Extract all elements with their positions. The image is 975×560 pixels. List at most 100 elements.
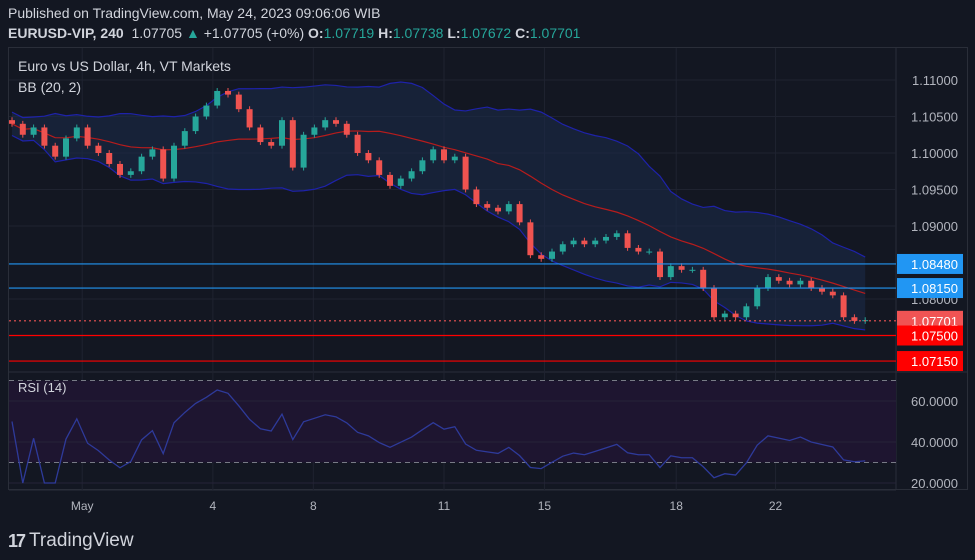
price-tick-label: 1.09500 xyxy=(911,183,958,198)
bb-lower-line xyxy=(11,134,866,331)
rsi-legend[interactable]: RSI (14) xyxy=(18,380,67,395)
candle-body xyxy=(235,94,242,110)
candle-body xyxy=(322,120,329,128)
candle-body xyxy=(829,291,836,296)
candle-body xyxy=(851,317,858,321)
candle-body xyxy=(808,280,815,289)
candle-body xyxy=(408,171,415,179)
candle-body xyxy=(819,288,825,292)
candle-body xyxy=(268,142,275,146)
symbol[interactable]: EURUSD-VIP, 240 xyxy=(8,25,124,41)
candle-body xyxy=(19,123,26,135)
candle-body xyxy=(149,149,156,157)
candle-body xyxy=(765,277,771,289)
candle-body xyxy=(397,178,404,186)
price-level-label: 1.08480 xyxy=(911,257,958,272)
open-value: 1.07719 xyxy=(323,25,375,41)
candle-body xyxy=(376,160,383,175)
rsi-tick-label: 20.0000 xyxy=(911,476,958,491)
price-tick-label: 1.09000 xyxy=(911,219,958,234)
triangle-up-icon: ▲ xyxy=(185,25,200,41)
price-change: +1.07705 (+0%) xyxy=(203,25,305,41)
price-level-label: 1.07701 xyxy=(911,314,958,329)
candle-body xyxy=(354,134,361,153)
candle-body xyxy=(840,295,847,318)
rsi-tick-label: 40.0000 xyxy=(911,435,958,450)
candle-body xyxy=(462,156,469,190)
candle-body xyxy=(106,153,113,164)
candle-body xyxy=(192,116,199,132)
bb-upper-line xyxy=(11,81,866,258)
bb-basis-line xyxy=(11,123,866,295)
last-price: 1.07705 xyxy=(131,25,183,41)
candle-body xyxy=(117,163,123,175)
rsi-tick-label: 60.0000 xyxy=(911,394,958,409)
time-tick-label: 15 xyxy=(538,499,552,513)
candle-body xyxy=(570,240,577,245)
price-level-badge xyxy=(897,325,963,346)
price-level-badge xyxy=(897,351,963,372)
candle-body xyxy=(646,251,653,253)
candle-body xyxy=(678,266,685,270)
published-info: Published on TradingView.com, May 24, 20… xyxy=(8,5,381,21)
candle-body xyxy=(743,306,750,318)
price-level-badge xyxy=(897,253,963,274)
low-label: L: xyxy=(447,25,461,41)
candle-body xyxy=(257,127,264,143)
candle-body xyxy=(246,109,253,128)
candle-body xyxy=(559,244,566,252)
candle-body xyxy=(300,134,307,168)
tradingview-logo[interactable]: 17 TradingView xyxy=(8,530,134,552)
time-tick-label: 18 xyxy=(670,499,684,513)
time-tick-label: 8 xyxy=(310,499,317,513)
candle-body xyxy=(613,233,620,237)
logo-text: TradingView xyxy=(29,530,134,551)
candle-body xyxy=(635,247,642,252)
candle-body xyxy=(538,255,545,259)
candle-body xyxy=(311,127,318,135)
time-tick-label: May xyxy=(71,499,94,513)
candle-body xyxy=(689,269,696,271)
close-value: 1.07701 xyxy=(529,25,581,41)
price-level-label: 1.08150 xyxy=(911,281,958,296)
candle-body xyxy=(214,90,221,106)
candle-body xyxy=(721,313,728,318)
symbol-info: EURUSD-VIP, 240 1.07705 ▲ +1.07705 (+0%)… xyxy=(8,25,580,41)
candle-body xyxy=(505,204,512,212)
tradingview-logo-icon: 17 xyxy=(8,530,26,551)
candle-body xyxy=(52,145,59,157)
candle-body xyxy=(289,120,296,168)
bb-legend[interactable]: BB (20, 2) xyxy=(18,79,82,95)
candle-body xyxy=(549,251,555,259)
bb-fill xyxy=(12,82,866,330)
candle-body xyxy=(333,120,339,124)
candle-body xyxy=(279,120,285,146)
candle-body xyxy=(516,204,523,223)
candle-body xyxy=(786,280,793,285)
candle-body xyxy=(754,288,761,307)
candle-body xyxy=(203,105,210,117)
candle-body xyxy=(95,145,102,153)
candle-body xyxy=(732,313,739,318)
candle-body xyxy=(430,149,437,161)
candle-body xyxy=(441,149,447,161)
price-tick-label: 1.10500 xyxy=(911,110,958,125)
time-tick-label: 11 xyxy=(438,499,451,513)
candle-body xyxy=(603,236,609,241)
candle-body xyxy=(160,149,167,179)
candle-body xyxy=(127,171,134,175)
high-value: 1.07738 xyxy=(392,25,444,41)
candle-body xyxy=(667,266,674,278)
candle-body xyxy=(592,240,599,245)
price-level-label: 1.07150 xyxy=(911,354,958,369)
candle-body xyxy=(365,153,372,161)
candle-body xyxy=(797,280,804,285)
candle-body xyxy=(473,189,480,205)
rsi-line xyxy=(11,389,866,484)
candle-body xyxy=(63,138,69,157)
candle-body xyxy=(700,269,707,289)
price-level-label: 1.07500 xyxy=(911,329,958,344)
candle-body xyxy=(419,160,426,172)
candle-body xyxy=(181,131,188,146)
